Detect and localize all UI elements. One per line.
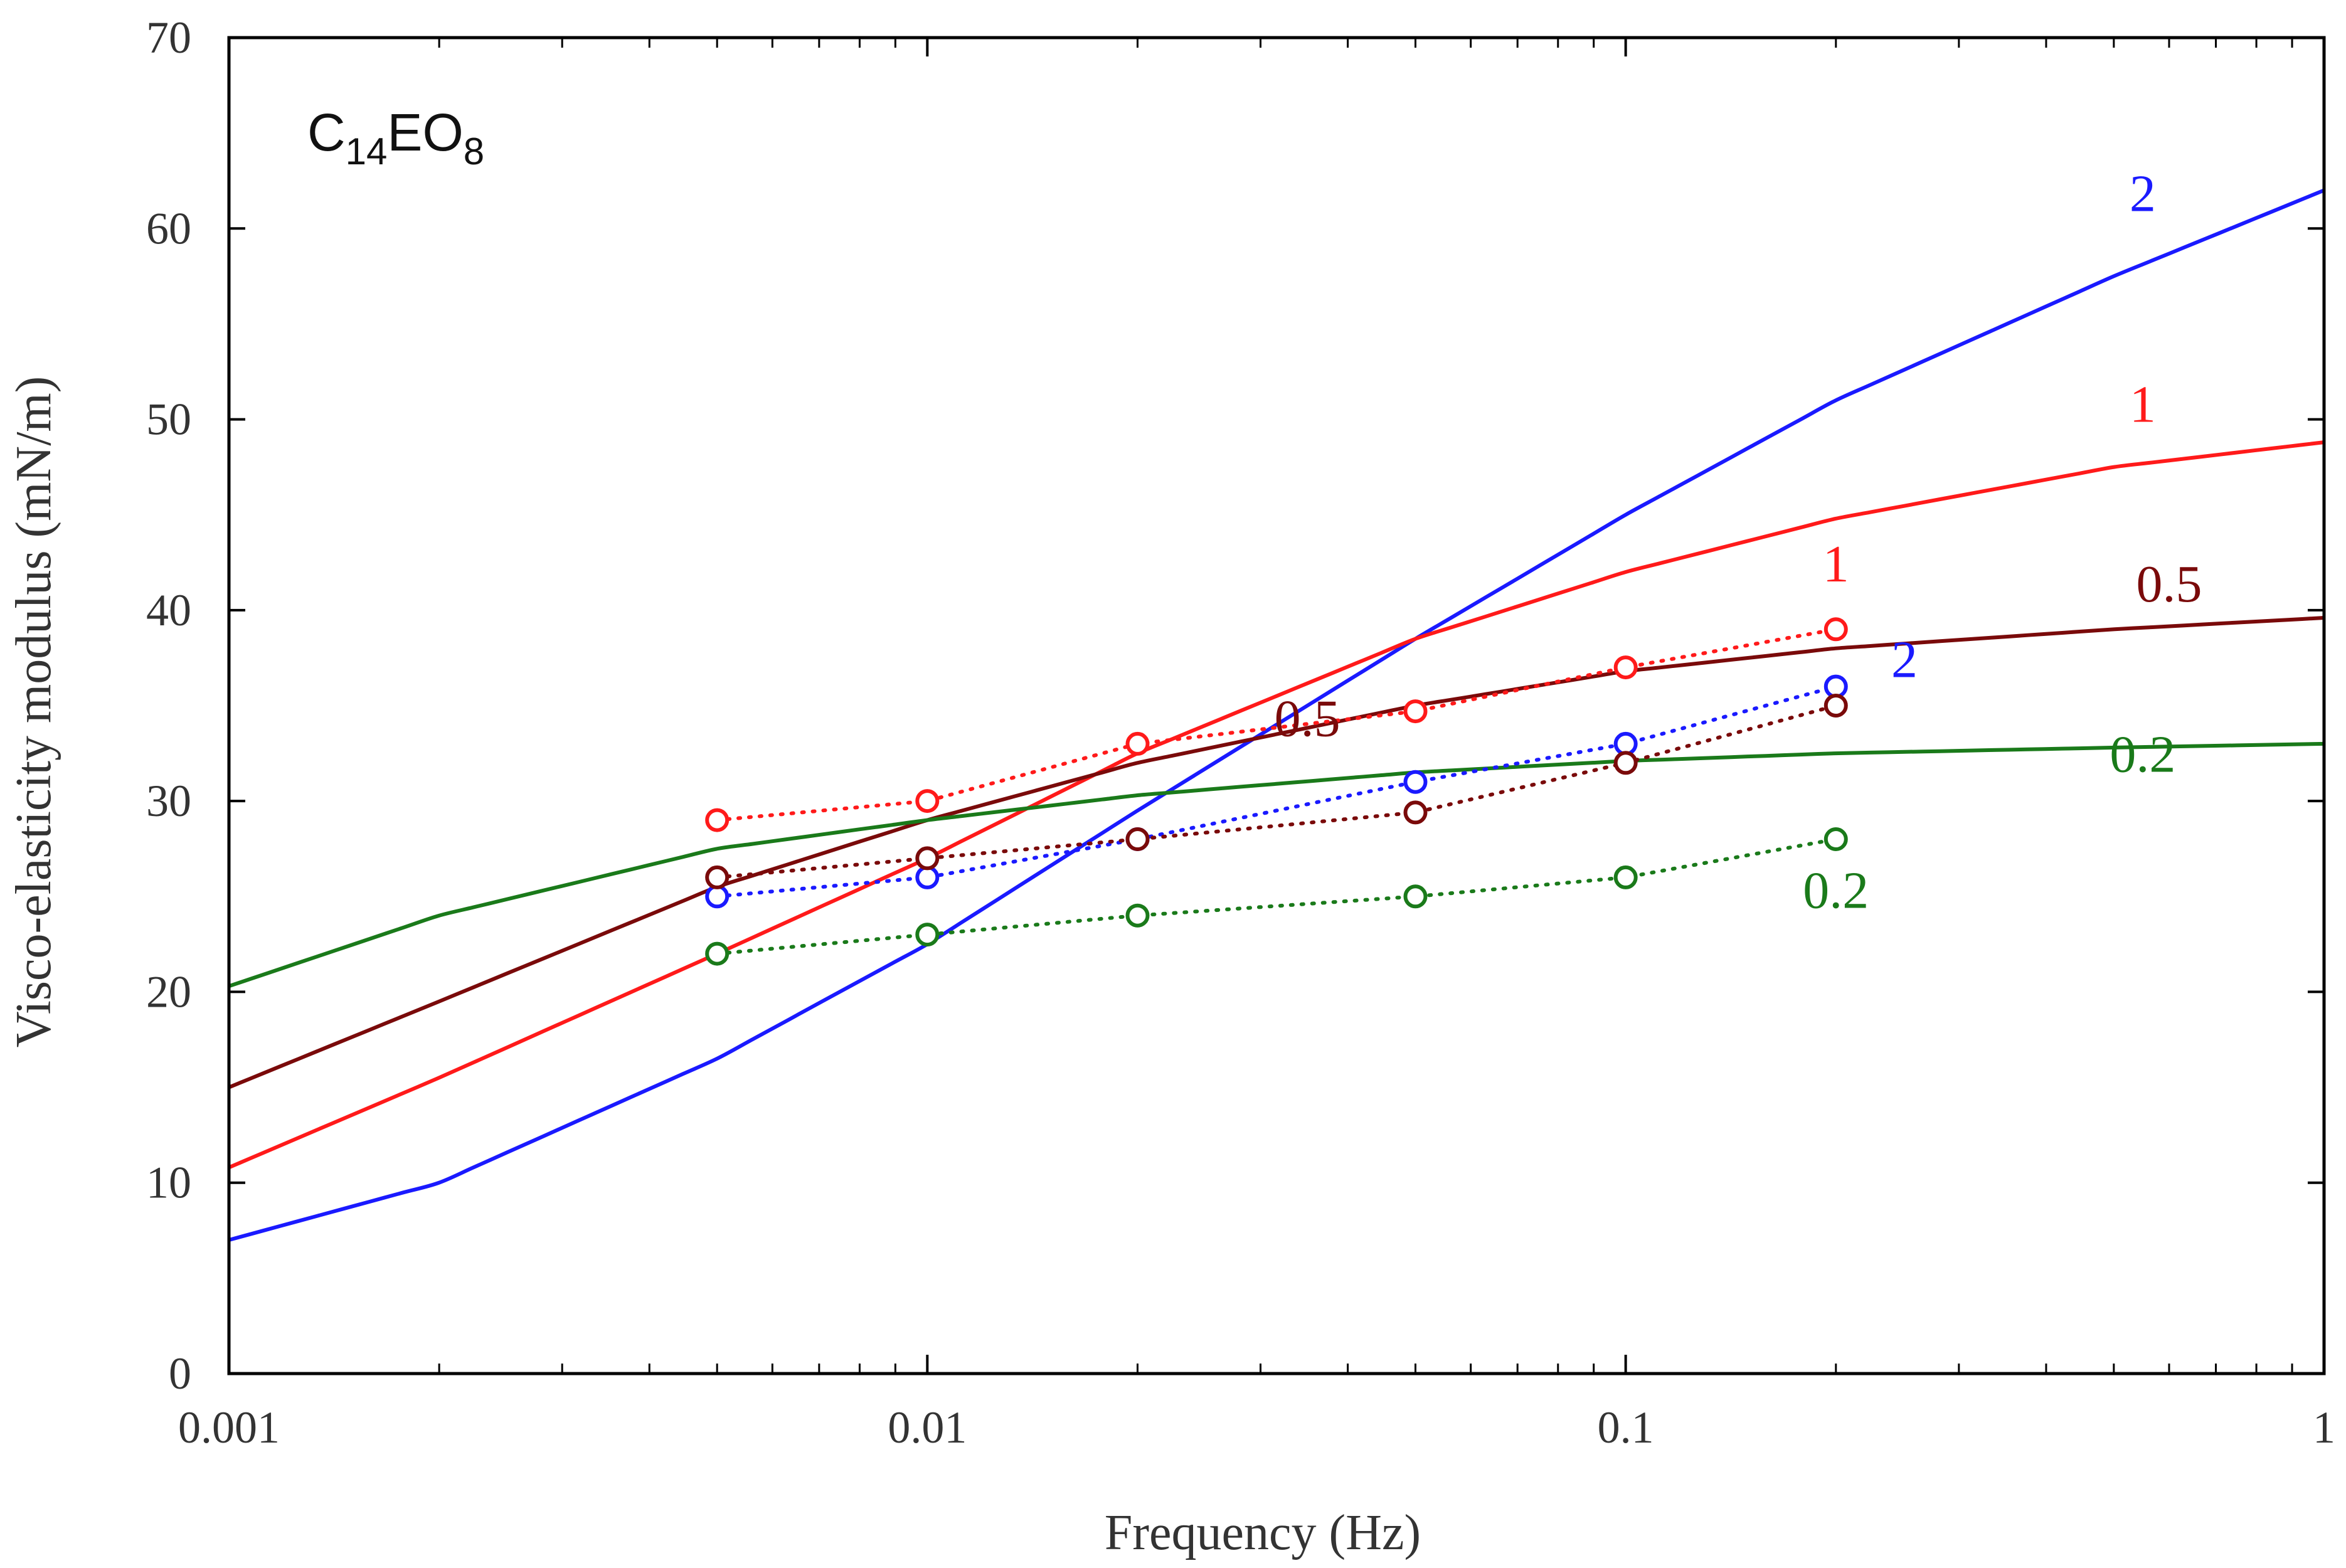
series-label-measured-1: 1 <box>1823 535 1849 593</box>
curve-2 <box>228 188 2325 1242</box>
data-point-0.2 <box>705 941 730 966</box>
data-point-1 <box>1125 731 1150 756</box>
data-point-1 <box>705 808 730 832</box>
data-point-2 <box>705 884 730 909</box>
y-tick-label: 50 <box>146 395 191 445</box>
data-point-0.5 <box>1403 800 1428 825</box>
data-point-0.5 <box>1125 827 1150 851</box>
y-tick-label: 30 <box>146 776 191 826</box>
series-label-measured-2: 2 <box>1891 630 1918 689</box>
data-point-2 <box>915 865 940 889</box>
dotted-line-1 <box>715 627 1838 822</box>
y-tick-label: 0 <box>169 1348 191 1399</box>
series-label-model-curve-1: 1 <box>2130 375 2156 433</box>
data-point-0.5 <box>705 865 730 889</box>
x-axis-title: Frequency (Hz) <box>1105 1505 1421 1560</box>
data-point-0.2 <box>1823 827 1848 851</box>
x-tick-label: 0.001 <box>178 1402 280 1453</box>
data-point-0.5 <box>1823 694 1848 718</box>
data-point-1 <box>1403 699 1428 724</box>
chart-title: C14EO8 <box>307 103 484 172</box>
x-tick-label: 0.01 <box>888 1402 967 1453</box>
dotted-line-0.2 <box>715 837 1838 956</box>
axes: 0 10 20 30 40 50 60 70 0.001 0.01 0.1 1 <box>146 13 2335 1453</box>
data-point-0.2 <box>1403 884 1428 909</box>
series-label-model-curve-0.2: 0.2 <box>2110 726 2175 784</box>
data-point-1 <box>1613 655 1638 680</box>
curve-0.5 <box>228 616 2325 1089</box>
data-point-0.2 <box>1125 903 1150 928</box>
curve-0.2 <box>228 741 2325 988</box>
series-label-model-curve-2: 2 <box>2130 164 2156 223</box>
data-point-2 <box>1823 674 1848 699</box>
y-tick-label: 40 <box>146 585 191 635</box>
dotted-line-2 <box>715 684 1838 899</box>
data-point-0.2 <box>1613 865 1638 889</box>
y-axis-title: Visco-elasticity modulus (mN/m) <box>6 376 61 1048</box>
data-point-2 <box>1403 770 1428 794</box>
data-point-2 <box>1613 731 1638 756</box>
curve-1 <box>228 440 2325 1170</box>
data-point-1 <box>915 789 940 813</box>
data-point-0.2 <box>915 923 940 947</box>
measured-series <box>705 617 1848 966</box>
data-point-0.5 <box>915 846 940 871</box>
y-tick-label: 10 <box>146 1158 191 1208</box>
y-tick-label: 70 <box>146 13 191 63</box>
x-tick-label: 0.1 <box>1598 1402 1654 1453</box>
series-label-measured-0.2: 0.2 <box>1803 862 1869 920</box>
x-tick-label: 1 <box>2313 1402 2335 1453</box>
series-label-measured-0.5: 0.5 <box>1275 690 1340 748</box>
model-curves <box>228 188 2325 1242</box>
data-point-1 <box>1823 617 1848 642</box>
y-tick-label: 60 <box>146 203 191 253</box>
plot-frame <box>227 36 2326 1375</box>
y-tick-label: 20 <box>146 967 191 1017</box>
data-point-0.5 <box>1613 751 1638 775</box>
series-label-model-curve-0.5: 0.5 <box>2136 555 2202 613</box>
